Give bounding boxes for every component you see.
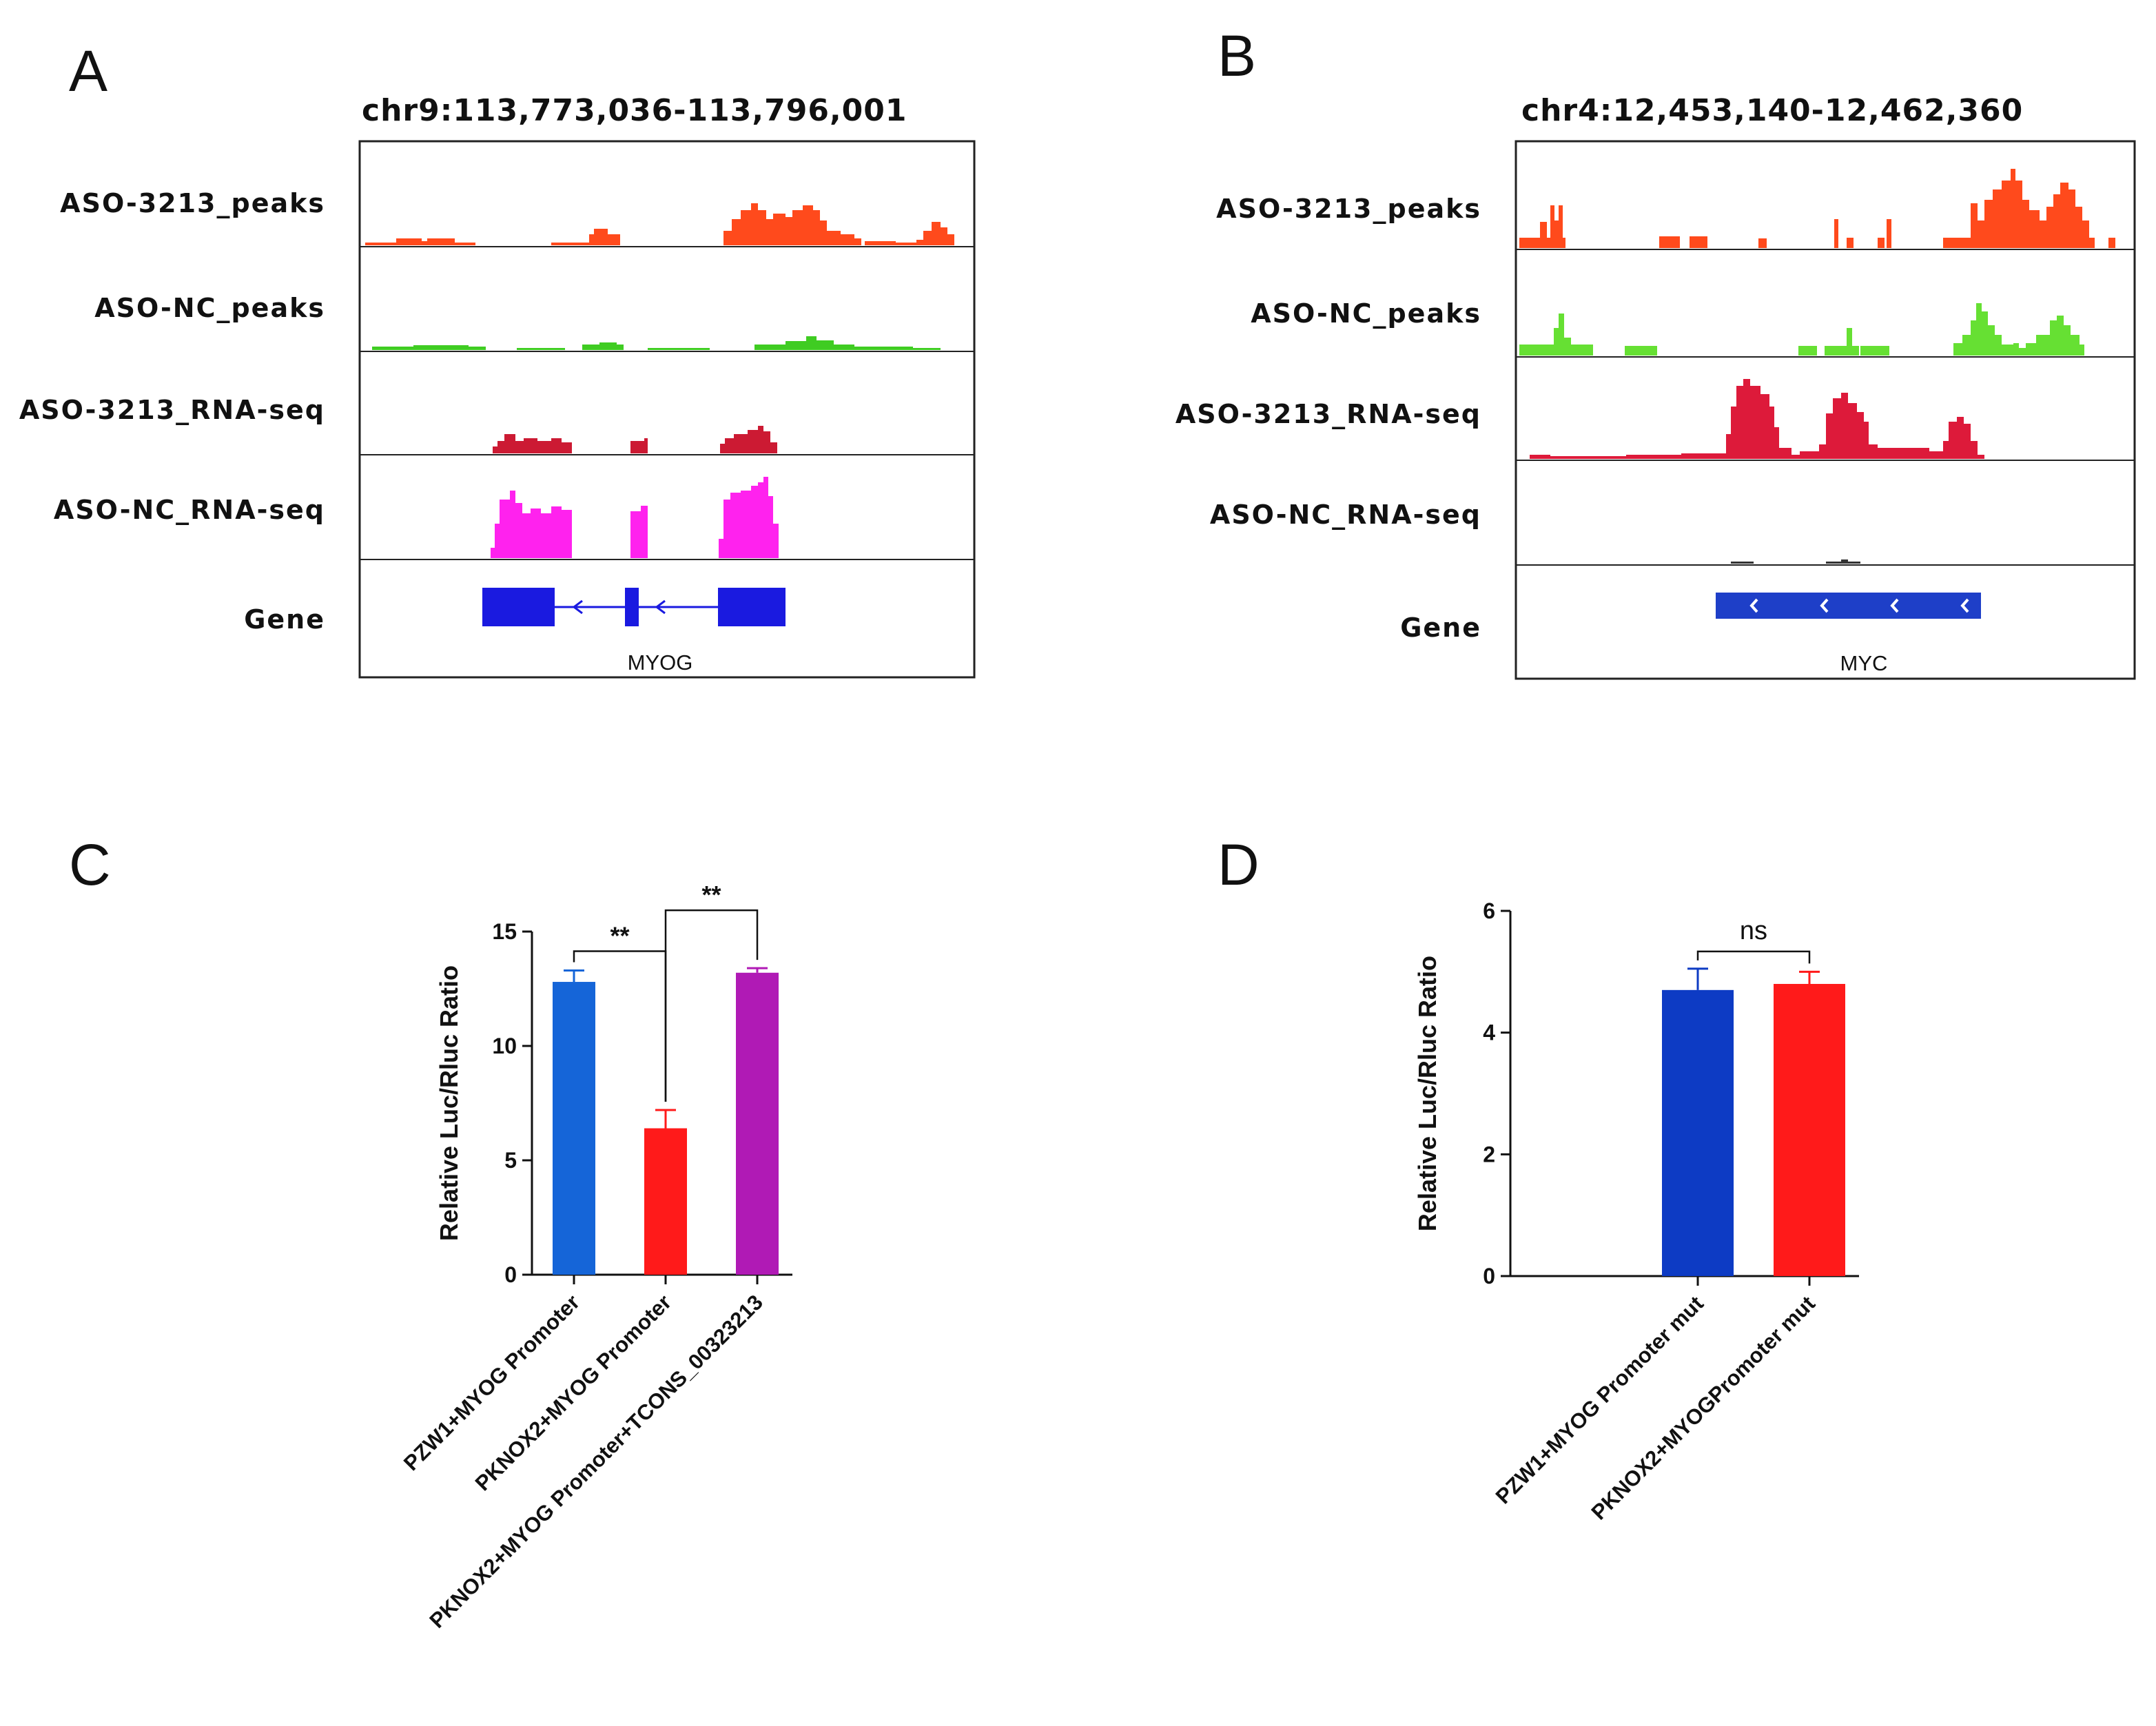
panel-c: C 0 5 10 15 Relative Luc/Rluc Ratio PZW1+MYOG… xyxy=(69,832,792,1633)
chart-c-bar xyxy=(736,972,779,1275)
chart-c-bar xyxy=(553,982,595,1275)
chart-d-significance-bracket xyxy=(1696,950,1811,964)
panel-a-gene-label: Gene xyxy=(244,604,325,635)
chart-d-bar xyxy=(1662,989,1734,1276)
panel-a: A chr9:113,773,036-113,796,001 ASO-3213_… xyxy=(19,39,976,679)
panel-b-gene-name: MYC xyxy=(1840,651,1888,675)
panel-a-gene-model xyxy=(482,588,786,626)
chart-d-y-tick-label: 4 xyxy=(1483,1020,1495,1045)
panel-b-track-1-signal xyxy=(1519,169,2115,248)
panel-a-gene-exon-3 xyxy=(718,588,786,626)
panel-b-gene-strand-arrow-3 xyxy=(1890,598,1899,613)
panel-d-letter: D xyxy=(1218,832,1260,897)
panel-b-letter: B xyxy=(1218,23,1256,88)
chart-d-category-label: PZW1+MYOG Promoter mut xyxy=(1491,1291,1708,1508)
panel-a-track-3-signal xyxy=(493,426,777,453)
panel-b-track-2-signal xyxy=(1519,303,2084,356)
chart-d-category-label: PKNOX2+MYOGPromoter mut xyxy=(1587,1291,1820,1524)
panel-b-track-label-3: ASO-3213_RNA-seq xyxy=(1175,399,1481,429)
panel-b-track-3-signal xyxy=(1530,379,1984,459)
chart-c-bar xyxy=(644,1128,687,1275)
panel-a-gene-strand-arrow-2 xyxy=(655,599,666,615)
chart-c-y-tick-label: 5 xyxy=(504,1148,517,1173)
panel-b-track-label-4: ASO-NC_RNA-seq xyxy=(1210,500,1481,530)
chart-d-y-tick-label: 2 xyxy=(1483,1142,1495,1167)
panel-a-locus: chr9:113,773,036-113,796,001 xyxy=(362,93,907,128)
panel-c-letter: C xyxy=(69,832,111,897)
panel-b-track-4-signal xyxy=(1731,559,1860,564)
panel-b-gene-strand-arrow-4 xyxy=(1960,598,1969,613)
panel-b-gene-strand-arrow-1 xyxy=(1749,598,1758,613)
panel-a-track-2-signal xyxy=(372,336,941,350)
panel-a-gene-exon-1 xyxy=(482,588,555,626)
panel-b-gene-exon xyxy=(1716,593,1981,619)
panel-a-gene-strand-arrow-1 xyxy=(572,599,583,615)
panel-a-track-frame xyxy=(358,140,976,679)
panel-a-track-label-4: ASO-NC_RNA-seq xyxy=(54,495,325,525)
panel-a-gene-name: MYOG xyxy=(628,650,693,675)
chart-c-y-axis-title: Relative Luc/Rluc Ratio xyxy=(435,965,463,1241)
chart-c-significance-label: ** xyxy=(701,881,721,909)
chart-c-category-label: PZW1+MYOG Promoter xyxy=(399,1290,584,1475)
panel-d: D 0 2 4 6 Relative Luc/Rluc Ratio PZW1+MYOG P… xyxy=(1218,832,1859,1525)
panel-b-locus: chr4:12,453,140-12,462,360 xyxy=(1521,93,2023,128)
panel-d-bar-chart: 0 2 4 6 Relative Luc/Rluc Ratio PZW1+MYOG Pro… xyxy=(1413,898,1859,1525)
panel-b-track-label-1: ASO-3213_peaks xyxy=(1216,194,1481,224)
chart-c-y-tick-label: 10 xyxy=(492,1034,517,1058)
chart-d-bar xyxy=(1774,984,1845,1276)
panel-a-track-label-2: ASO-NC_peaks xyxy=(94,293,325,323)
panel-a-letter: A xyxy=(69,39,107,103)
chart-c-y-tick-label: 15 xyxy=(492,919,517,944)
panel-c-bar-chart: 0 5 10 15 Relative Luc/Rluc Ratio PZW1+MYOG P… xyxy=(399,881,792,1633)
panel-a-track-label-3: ASO-3213_RNA-seq xyxy=(19,395,325,425)
panel-a-track-1-signal xyxy=(365,203,954,245)
panel-b-track-label-2: ASO-NC_peaks xyxy=(1251,298,1481,329)
panel-a-track-4-signal xyxy=(491,477,779,558)
chart-c-significance-label: ** xyxy=(610,921,629,949)
chart-d-y-tick-label: 6 xyxy=(1483,898,1495,923)
panel-b-gene-model xyxy=(1716,593,1981,619)
chart-d-y-axis-title: Relative Luc/Rluc Ratio xyxy=(1413,956,1441,1231)
chart-d-y-tick-label: 0 xyxy=(1483,1264,1495,1288)
panel-b-gene-label: Gene xyxy=(1400,613,1481,643)
chart-d-significance-label: ns xyxy=(1740,916,1767,945)
chart-c-category-label: PKNOX2+MYOG Promoter+TCONS_00323213 xyxy=(425,1290,768,1632)
panel-b-gene-strand-arrow-2 xyxy=(1820,598,1829,613)
chart-c-significance-bracket xyxy=(664,909,759,1102)
chart-c-category-label: PKNOX2+MYOG Promoter xyxy=(471,1290,676,1495)
panel-a-track-label-1: ASO-3213_peaks xyxy=(60,188,325,218)
panel-b: B chr4:12,453,140-12,462,360 ASO-3213_pe… xyxy=(1175,23,2136,680)
chart-c-y-tick-label: 0 xyxy=(504,1262,517,1287)
panel-b-track-frame xyxy=(1515,140,2136,680)
panel-a-gene-exon-2 xyxy=(625,588,639,626)
